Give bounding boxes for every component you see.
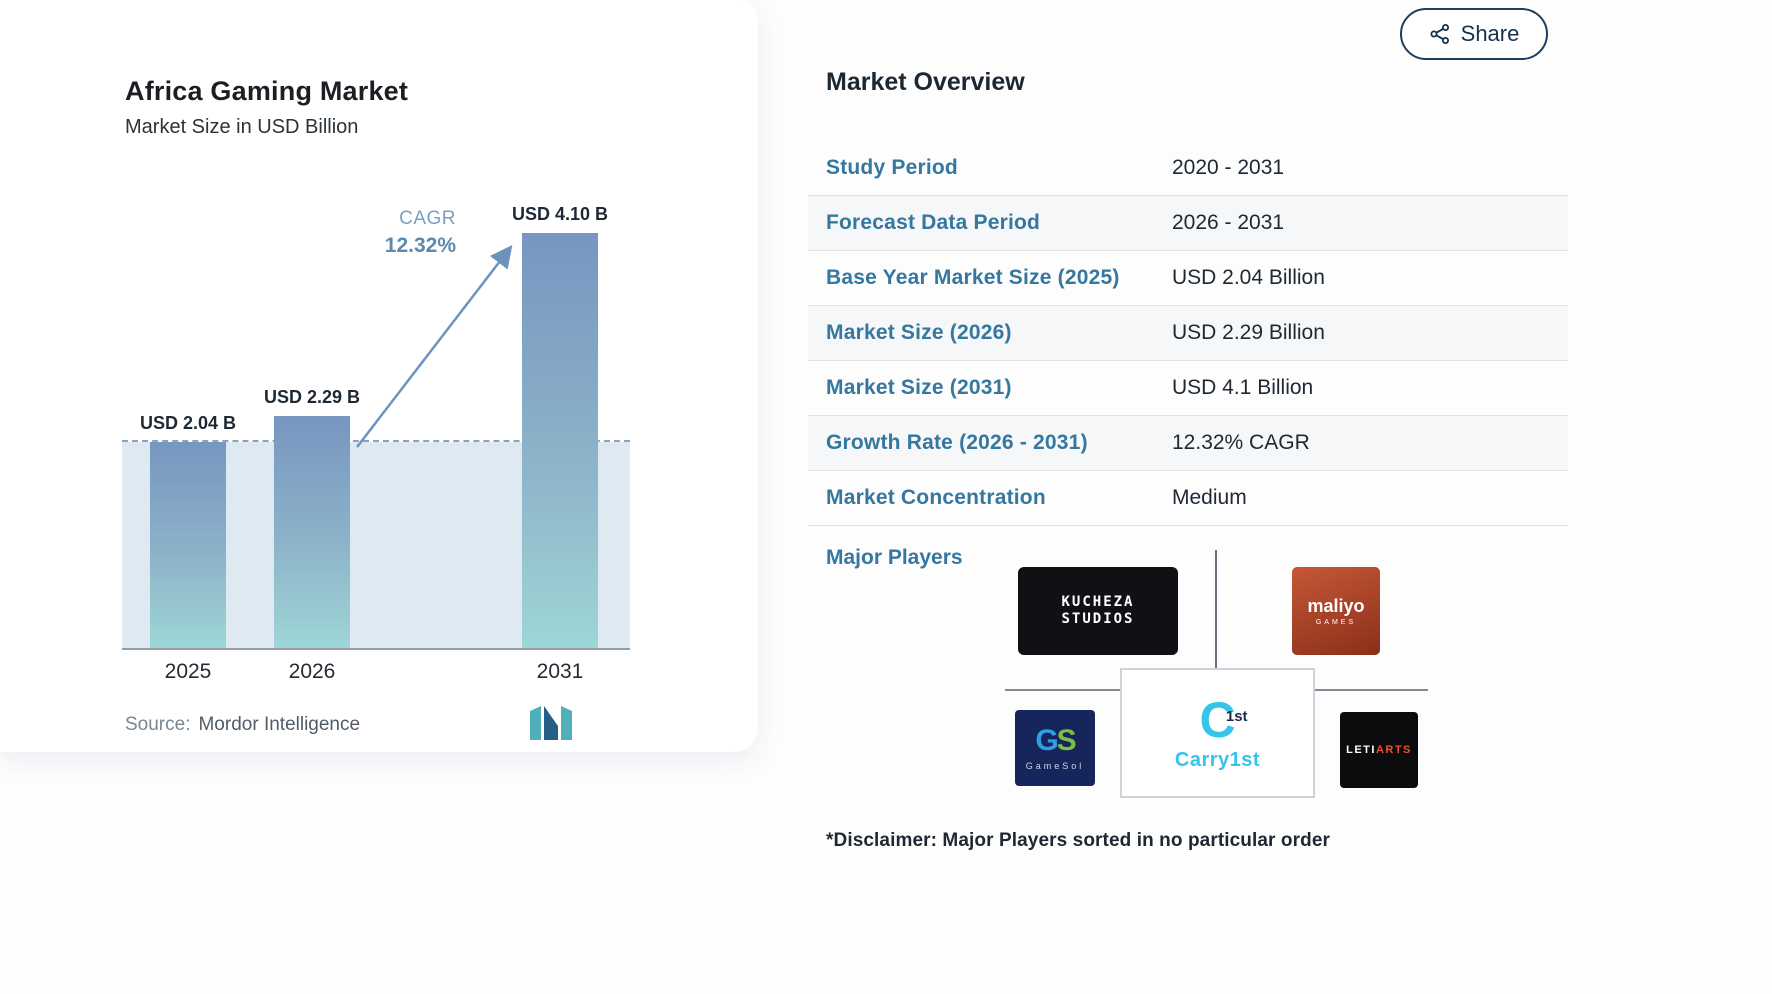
cagr-label: CAGR	[399, 208, 456, 229]
table-row: Study Period 2020 - 2031	[808, 141, 1568, 196]
x-tick-2025: 2025	[164, 660, 212, 683]
row-label: Forecast Data Period	[826, 211, 1041, 234]
carry1st-mark: C 1st	[1199, 691, 1248, 748]
bar-2025: USD 2.04 B	[140, 413, 236, 648]
kucheza-line2: STUDIOS	[1061, 611, 1135, 627]
mordor-intelligence-logo-icon	[530, 706, 572, 740]
share-button-label: Share	[1460, 21, 1520, 46]
carry1st-badge: 1st	[1225, 707, 1248, 725]
leti-left: LETI	[1346, 744, 1376, 756]
table-row: Market Size (2031) USD 4.1 Billion	[808, 361, 1568, 416]
table-row: Base Year Market Size (2025) USD 2.04 Bi…	[808, 251, 1568, 306]
row-value: USD 2.29 Billion	[1172, 321, 1325, 344]
leti-right: ARTS	[1375, 744, 1412, 756]
table-row: Market Size (2026) USD 2.29 Billion	[808, 306, 1568, 361]
chart-subtitle: Market Size in USD Billion	[125, 116, 359, 138]
table-row: Growth Rate (2026 - 2031) 12.32% CAGR	[808, 416, 1568, 471]
bar-2031: USD 4.10 B	[512, 204, 608, 648]
table-row: Market Concentration Medium	[808, 471, 1568, 526]
market-overview-table: Study Period 2020 - 2031 Forecast Data P…	[808, 141, 1568, 526]
row-value: 2020 - 2031	[1172, 156, 1285, 179]
chart-title: Africa Gaming Market	[125, 76, 409, 106]
x-tick-2031: 2031	[536, 660, 584, 683]
row-value: USD 4.1 Billion	[1172, 376, 1314, 399]
maliyo-games-logo: maliyo GAMES	[1292, 567, 1380, 655]
row-label: Growth Rate (2026 - 2031)	[826, 431, 1088, 454]
row-value: USD 2.04 Billion	[1172, 266, 1325, 289]
bar-chart-plot: USD 2.04 B USD 2.29 B USD 4.10 B 2025 20…	[122, 204, 630, 683]
x-tick-2026: 2026	[288, 660, 336, 683]
gamesol-name: GameSol	[1025, 760, 1085, 771]
maliyo-sub: GAMES	[1315, 619, 1357, 626]
row-value: 2026 - 2031	[1172, 211, 1285, 234]
market-overview-title: Market Overview	[826, 68, 1025, 96]
source-label: Source:	[125, 714, 191, 735]
major-players-label: Major Players	[826, 546, 963, 569]
chart-card: Africa Gaming Market Market Size in USD …	[0, 0, 758, 752]
row-label: Market Size (2031)	[826, 376, 1012, 399]
disclaimer-text: *Disclaimer: Major Players sorted in no …	[826, 830, 1330, 851]
row-value: Medium	[1172, 486, 1247, 509]
gamesol-logo: GS GameSol	[1015, 710, 1095, 786]
row-value: 12.32% CAGR	[1172, 431, 1310, 454]
carry1st-logo: C 1st Carry1st	[1120, 668, 1315, 798]
share-icon	[1430, 24, 1449, 44]
row-label: Market Size (2026)	[826, 321, 1012, 344]
source-value: Mordor Intelligence	[198, 714, 361, 735]
maliyo-name: maliyo	[1307, 596, 1365, 616]
source-row: Source: Mordor Intelligence	[125, 714, 360, 736]
leti-arts-logo: LETI ARTS	[1340, 712, 1418, 788]
bar-value-label: USD 4.10 B	[511, 204, 609, 224]
row-label: Market Concentration	[826, 486, 1046, 509]
row-label: Base Year Market Size (2025)	[826, 266, 1120, 289]
table-row: Forecast Data Period 2026 - 2031	[808, 196, 1568, 251]
kucheza-line1: KUCHEZA	[1061, 594, 1135, 611]
gamesol-mark: GS	[1035, 723, 1076, 757]
row-label: Study Period	[826, 156, 958, 179]
bar-value-label: USD 2.04 B	[139, 413, 237, 433]
carry1st-name: Carry1st	[1174, 748, 1261, 771]
players-vertical-connector	[1215, 550, 1217, 690]
bar-value-label: USD 2.29 B	[263, 387, 361, 407]
kucheza-studios-logo: KUCHEZA STUDIOS	[1018, 567, 1178, 655]
bar-2026: USD 2.29 B	[264, 387, 360, 648]
share-button[interactable]: Share	[1400, 8, 1548, 60]
